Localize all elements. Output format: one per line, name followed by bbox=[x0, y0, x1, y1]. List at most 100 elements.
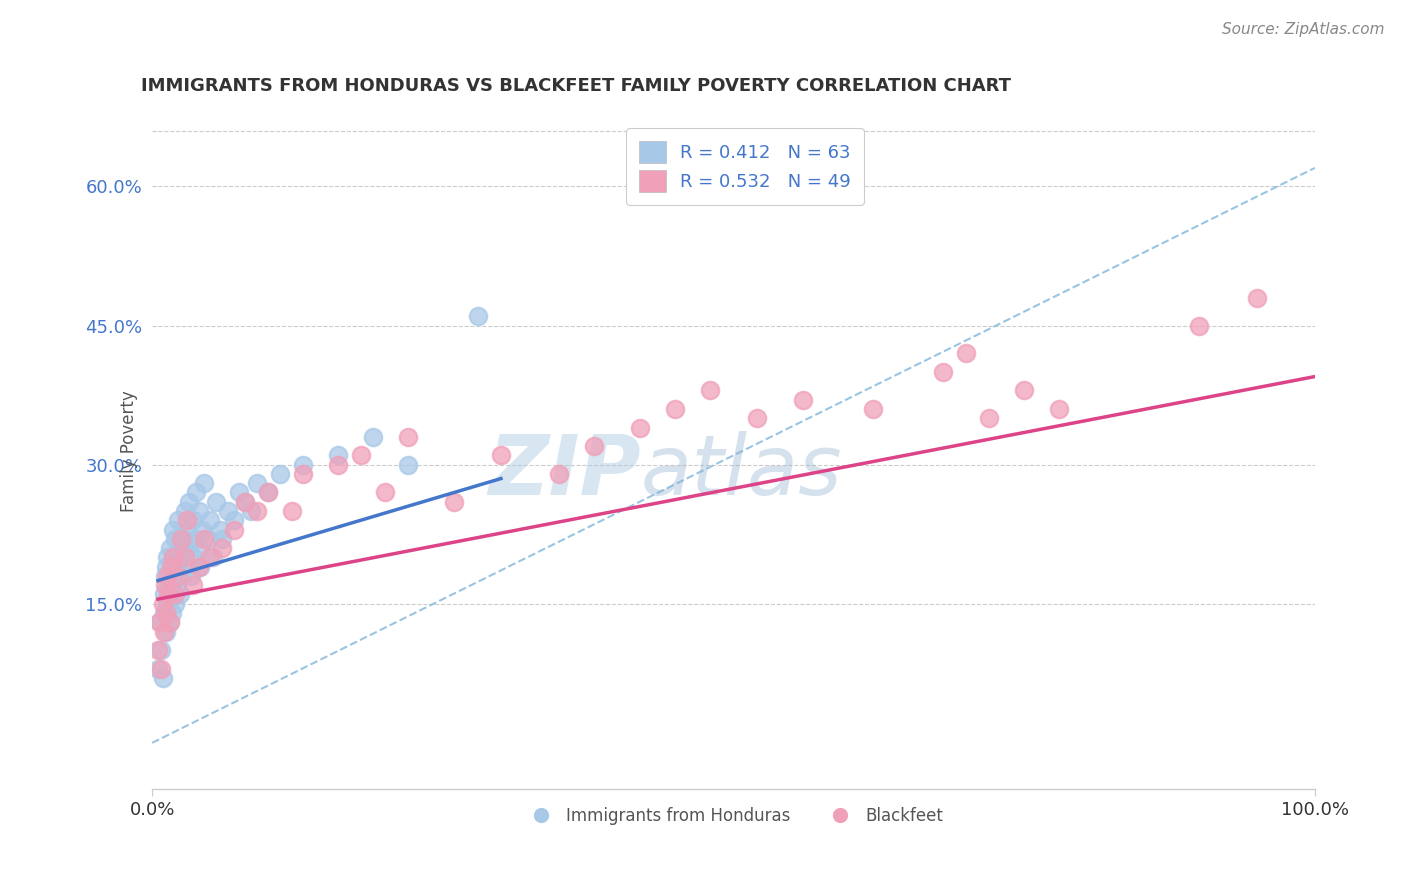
Text: Source: ZipAtlas.com: Source: ZipAtlas.com bbox=[1222, 22, 1385, 37]
Point bbox=[148, 615, 170, 630]
Point bbox=[222, 513, 245, 527]
Point bbox=[1047, 402, 1070, 417]
Point bbox=[180, 569, 202, 583]
Point bbox=[396, 430, 419, 444]
Point bbox=[181, 513, 204, 527]
Point bbox=[157, 587, 180, 601]
Point bbox=[374, 485, 396, 500]
Point bbox=[184, 532, 207, 546]
Point bbox=[233, 494, 256, 508]
Point bbox=[582, 439, 605, 453]
Point bbox=[1187, 318, 1209, 333]
Point bbox=[201, 550, 224, 565]
Point bbox=[187, 559, 209, 574]
Point bbox=[193, 532, 215, 546]
Point bbox=[211, 532, 233, 546]
Point bbox=[173, 532, 195, 546]
Point bbox=[155, 606, 177, 620]
Point bbox=[361, 430, 384, 444]
Point bbox=[159, 559, 181, 574]
Point bbox=[146, 662, 169, 676]
Point bbox=[187, 541, 209, 555]
Point bbox=[170, 550, 193, 565]
Point bbox=[157, 578, 180, 592]
Point bbox=[150, 662, 173, 676]
Point bbox=[165, 587, 187, 601]
Point bbox=[172, 569, 194, 583]
Point bbox=[188, 559, 211, 574]
Point bbox=[328, 449, 350, 463]
Point bbox=[280, 504, 302, 518]
Point bbox=[152, 597, 174, 611]
Point bbox=[156, 569, 179, 583]
Text: atlas: atlas bbox=[641, 431, 842, 511]
Point bbox=[246, 504, 269, 518]
Point bbox=[292, 467, 315, 481]
Y-axis label: Family Poverty: Family Poverty bbox=[121, 390, 138, 512]
Point bbox=[165, 532, 187, 546]
Point bbox=[173, 504, 195, 518]
Point bbox=[176, 513, 198, 527]
Point bbox=[217, 504, 239, 518]
Point bbox=[173, 550, 195, 565]
Point bbox=[548, 467, 571, 481]
Point bbox=[166, 569, 188, 583]
Point bbox=[163, 569, 186, 583]
Point bbox=[160, 606, 183, 620]
Point bbox=[162, 523, 184, 537]
Point bbox=[467, 310, 489, 324]
Point bbox=[246, 476, 269, 491]
Point bbox=[170, 532, 193, 546]
Point bbox=[169, 587, 191, 601]
Point bbox=[197, 532, 219, 546]
Point bbox=[211, 541, 233, 555]
Point bbox=[152, 671, 174, 685]
Point bbox=[193, 476, 215, 491]
Point bbox=[177, 541, 200, 555]
Point bbox=[181, 578, 204, 592]
Point bbox=[155, 559, 177, 574]
Point bbox=[222, 523, 245, 537]
Point bbox=[205, 494, 228, 508]
Point bbox=[159, 587, 181, 601]
Point bbox=[208, 523, 231, 537]
Point bbox=[443, 494, 465, 508]
Point bbox=[176, 523, 198, 537]
Point bbox=[152, 587, 174, 601]
Point bbox=[153, 569, 176, 583]
Point bbox=[166, 513, 188, 527]
Point bbox=[191, 523, 214, 537]
Point bbox=[955, 346, 977, 360]
Point bbox=[292, 458, 315, 472]
Point bbox=[664, 402, 686, 417]
Point bbox=[745, 411, 768, 425]
Point bbox=[166, 578, 188, 592]
Text: ZIP: ZIP bbox=[488, 431, 641, 511]
Point bbox=[489, 449, 512, 463]
Point bbox=[181, 550, 204, 565]
Point bbox=[228, 485, 250, 500]
Point bbox=[932, 365, 955, 379]
Point bbox=[179, 494, 201, 508]
Point bbox=[862, 402, 884, 417]
Point bbox=[257, 485, 280, 500]
Point bbox=[162, 550, 184, 565]
Point bbox=[1012, 384, 1035, 398]
Point bbox=[240, 504, 263, 518]
Point bbox=[150, 643, 173, 657]
Point bbox=[165, 597, 187, 611]
Point bbox=[979, 411, 1001, 425]
Point bbox=[176, 559, 198, 574]
Point bbox=[166, 559, 188, 574]
Point bbox=[159, 615, 181, 630]
Point bbox=[233, 494, 256, 508]
Point bbox=[1246, 291, 1268, 305]
Point bbox=[155, 624, 177, 639]
Point bbox=[200, 513, 222, 527]
Point bbox=[630, 420, 652, 434]
Point bbox=[167, 541, 190, 555]
Point bbox=[156, 597, 179, 611]
Point bbox=[187, 504, 209, 518]
Point bbox=[152, 624, 174, 639]
Point bbox=[186, 485, 208, 500]
